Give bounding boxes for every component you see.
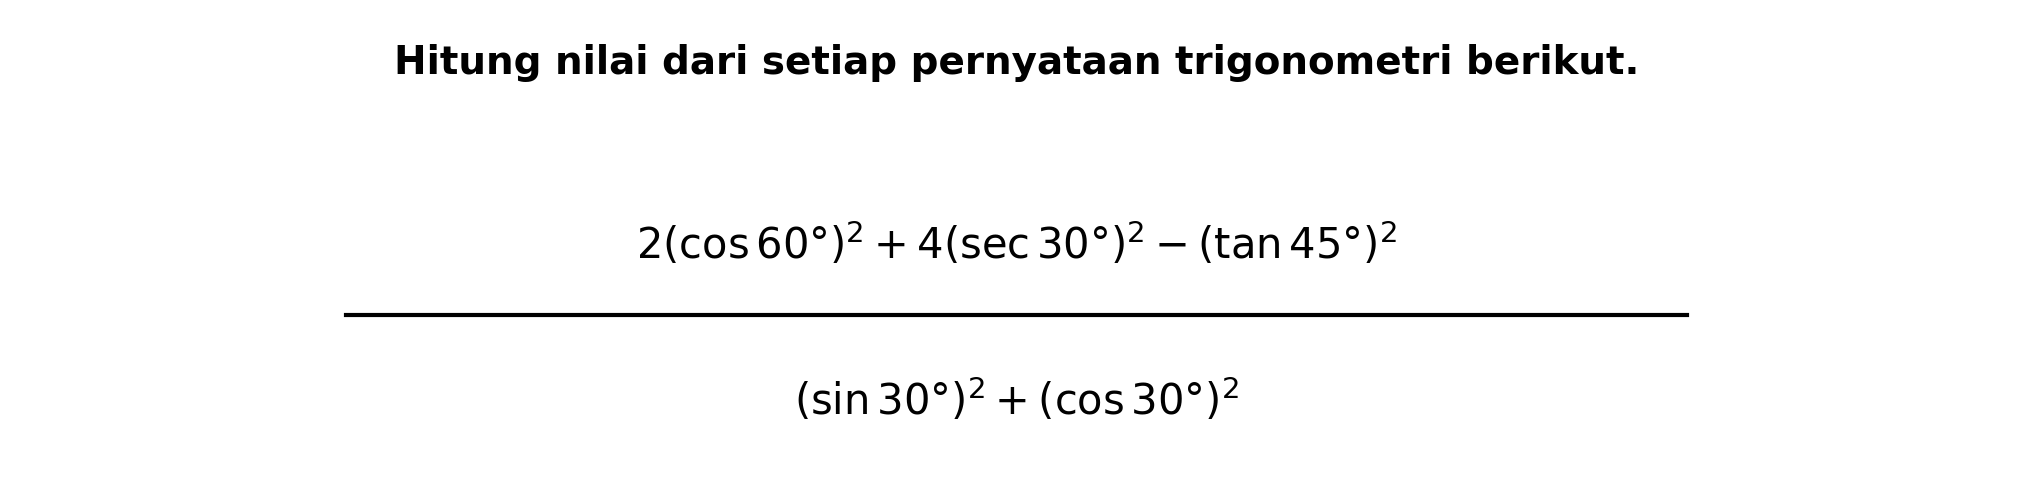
Text: $2(\cos 60°)^2 + 4(\sec 30°)^2 - (\tan 45°)^2$: $2(\cos 60°)^2 + 4(\sec 30°)^2 - (\tan 4… [636, 220, 1396, 268]
Text: $(\sin 30°)^2 + (\cos 30°)^2$: $(\sin 30°)^2 + (\cos 30°)^2$ [795, 376, 1237, 424]
Text: Hitung nilai dari setiap pernyataan trigonometri berikut.: Hitung nilai dari setiap pernyataan trig… [394, 44, 1638, 82]
